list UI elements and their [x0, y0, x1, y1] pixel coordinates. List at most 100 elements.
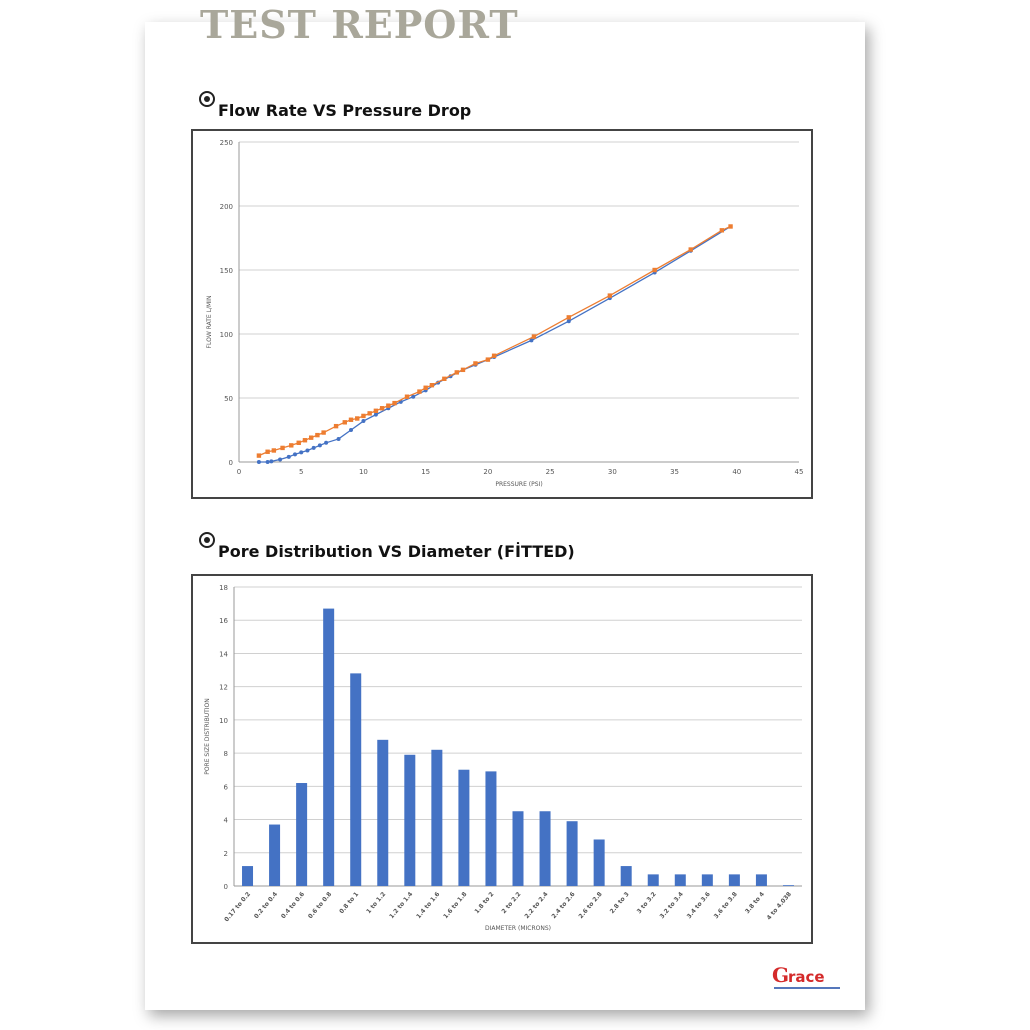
series-line-0	[258, 225, 731, 463]
flow-rate-chart: 0 50 100 150 200 250 0 5 10 15 20 25 30 35 40 45 PRESSUR…	[206, 139, 803, 488]
data-point	[688, 247, 693, 252]
data-point	[265, 449, 270, 454]
grace-logo: G race	[770, 960, 850, 996]
data-point	[256, 460, 261, 464]
data-point	[361, 413, 366, 419]
x-tick-label: 1.6 to 1.8	[442, 891, 468, 920]
bar	[431, 749, 443, 886]
data-point	[652, 267, 657, 273]
y-tick-label: 200	[220, 203, 233, 211]
bar	[296, 783, 308, 886]
data-point	[485, 357, 491, 362]
bar	[485, 771, 497, 886]
data-point	[367, 411, 372, 416]
data-point	[349, 428, 353, 432]
bullseye-icon	[199, 532, 215, 548]
data-point	[460, 367, 466, 373]
x-tick-label: 1 to 1.2	[365, 891, 387, 915]
x-tick-label: 3.4 to 3.6	[686, 891, 712, 920]
data-point	[728, 224, 733, 229]
data-point	[404, 394, 410, 399]
bar	[242, 866, 254, 886]
data-point	[336, 436, 341, 441]
data-point	[321, 430, 326, 435]
bar	[323, 608, 335, 886]
y-tick-label: 150	[220, 267, 233, 275]
y-tick-label: 50	[224, 395, 233, 403]
pore-distribution-chart: 0 2 4 6 8 10 12 14 16 18 0.17 to 0.2 0.2 to 0.4 0.4 …	[204, 584, 802, 932]
y-tick-label: 16	[219, 617, 228, 625]
x-tick-label: 4 to 4.038	[766, 891, 793, 922]
x-tick-label: 1.8 to 2	[473, 891, 495, 915]
data-point	[293, 452, 297, 457]
data-point	[289, 443, 294, 448]
data-point	[392, 400, 397, 406]
bar	[269, 824, 281, 886]
svg-text:race: race	[788, 968, 825, 986]
data-point	[302, 438, 308, 443]
data-point	[454, 370, 459, 375]
y-tick-label: 0	[224, 883, 228, 891]
x-tick-label: 0.4 to 0.6	[280, 891, 306, 920]
data-point	[299, 450, 304, 455]
y-tick-label: 8	[224, 750, 228, 758]
y-tick-label: 100	[220, 331, 233, 339]
bar	[512, 811, 524, 886]
x-tick-label: 35	[670, 468, 679, 476]
bar	[782, 885, 794, 886]
bar	[728, 874, 740, 886]
x-tick-label: 0	[237, 468, 241, 476]
x-tick-label: 0.8 to 1	[338, 891, 360, 915]
bar	[539, 811, 551, 886]
bar	[674, 874, 686, 886]
x-tick-label: 10	[359, 468, 368, 476]
data-point	[348, 417, 354, 422]
x-tick-label: 2 to 2.2	[500, 891, 522, 915]
y-tick-label: 10	[219, 717, 228, 725]
x-tick-label: 0.17 to 0.2	[223, 891, 252, 924]
bar	[350, 673, 362, 886]
x-tick-label: 2.8 to 3	[609, 891, 631, 915]
bar	[593, 839, 605, 886]
bar	[458, 769, 470, 886]
data-point	[271, 448, 277, 453]
data-point	[355, 416, 360, 421]
data-point	[429, 383, 435, 388]
x-tick-label: 3.8 to 4	[744, 891, 766, 915]
data-point	[342, 420, 347, 425]
x-tick-label: 0.2 to 0.4	[253, 891, 279, 920]
bar	[620, 866, 632, 886]
bar	[701, 874, 713, 886]
bar	[566, 821, 578, 886]
x-tick-label: 2.4 to 2.6	[550, 891, 576, 920]
data-point	[379, 406, 385, 411]
data-point	[256, 453, 262, 458]
y-tick-label: 250	[220, 139, 233, 147]
x-tick-label: 3.6 to 3.8	[713, 891, 739, 920]
data-point	[423, 385, 428, 390]
data-point	[531, 334, 537, 339]
data-point	[417, 389, 422, 394]
y-tick-label: 6	[224, 783, 229, 791]
data-point	[473, 361, 478, 366]
series-line-1	[258, 225, 731, 457]
x-axis-label: DIAMETER (MICRONS)	[485, 925, 551, 932]
y-tick-label: 18	[219, 584, 228, 592]
data-point	[719, 228, 725, 233]
x-tick-label: 3 to 3.2	[636, 891, 658, 915]
bar	[377, 739, 389, 886]
y-tick-label: 0	[229, 459, 233, 467]
x-axis-label: PRESSURE (PSI)	[495, 481, 542, 488]
x-tick-label: 1.4 to 1.6	[415, 891, 441, 920]
data-point	[442, 376, 447, 381]
report-title: TEST REPORT	[200, 2, 519, 47]
data-point	[308, 435, 314, 440]
data-point	[373, 408, 379, 413]
pore-chart-box: 0 2 4 6 8 10 12 14 16 18 0.17 to 0.2 0.2 to 0.4 0.4 …	[191, 574, 813, 944]
x-tick-label: 15	[421, 468, 430, 476]
bar	[647, 874, 659, 886]
y-axis-label: PORE SIZE DISTRIBUTION	[204, 698, 211, 775]
data-point	[607, 293, 613, 298]
x-tick-label: 3.2 to 3.4	[659, 891, 685, 920]
data-point	[324, 440, 329, 445]
